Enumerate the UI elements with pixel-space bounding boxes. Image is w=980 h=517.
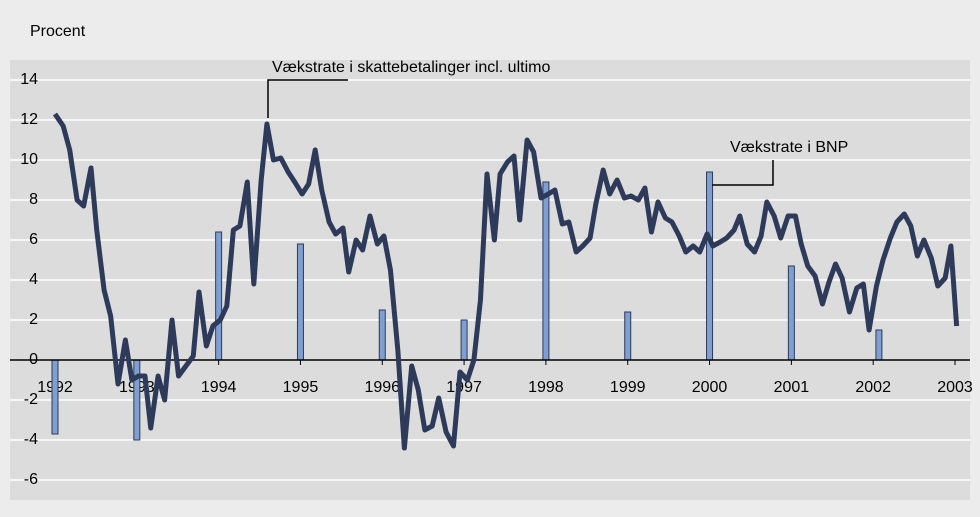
x-tick-label: 2002 xyxy=(855,379,891,396)
line xyxy=(52,112,960,451)
bar xyxy=(787,265,795,361)
leader-line xyxy=(267,79,348,118)
bar xyxy=(133,359,141,441)
y-tick-label: 14 xyxy=(20,71,38,88)
y-tick-label: 2 xyxy=(29,311,38,328)
y-axis-label: Procent xyxy=(30,23,86,40)
y-tick-label: 10 xyxy=(20,151,38,168)
annotation: Vækstrate i skattebetalinger incl. ultim… xyxy=(272,59,550,76)
y-tick-label: 8 xyxy=(29,191,38,208)
bar xyxy=(460,319,468,361)
bar xyxy=(706,171,714,361)
bar xyxy=(542,181,550,361)
bar xyxy=(378,309,386,361)
y-tick-label: -2 xyxy=(24,391,38,408)
x-tick-label: 1998 xyxy=(528,379,564,396)
y-tick-label: -6 xyxy=(24,471,38,488)
x-tick-label: 1997 xyxy=(446,379,482,396)
x-tick-label: 1996 xyxy=(364,379,400,396)
bar xyxy=(215,231,223,361)
x-tick-label: 1994 xyxy=(201,379,237,396)
y-tick-label: 4 xyxy=(29,271,38,288)
x-tick-label: 2001 xyxy=(774,379,810,396)
y-tick-label: 12 xyxy=(20,111,38,128)
x-tick-label: 1995 xyxy=(283,379,319,396)
annotation: Vækstrate i BNP xyxy=(730,139,848,156)
x-tick-label: 2003 xyxy=(937,379,973,396)
x-tick-label: 2000 xyxy=(692,379,728,396)
x-tick-label: 1999 xyxy=(610,379,646,396)
bar xyxy=(875,329,883,361)
y-tick-label: -4 xyxy=(24,431,38,448)
bar xyxy=(624,311,632,361)
bar xyxy=(296,243,304,361)
leader-line xyxy=(712,160,774,186)
bar xyxy=(51,359,59,435)
y-tick-label: 6 xyxy=(29,231,38,248)
